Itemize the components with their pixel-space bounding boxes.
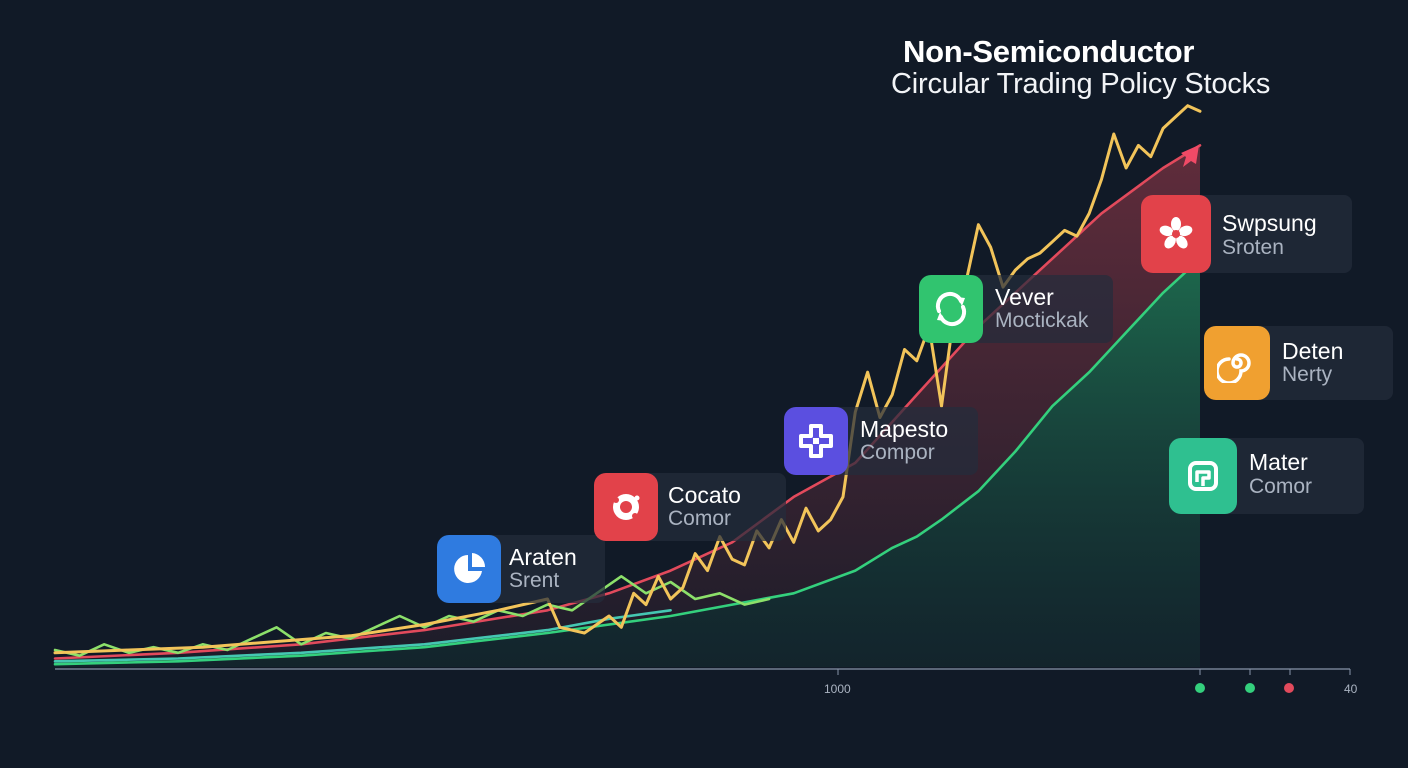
stock-subtitle: Comor	[668, 507, 732, 530]
chart-subtitle: Circular Trading Policy Stocks	[891, 68, 1271, 100]
stock-tile	[594, 473, 658, 541]
stock-subtitle: Srent	[509, 569, 560, 592]
stock-tile	[919, 275, 983, 343]
legend-dot	[1284, 683, 1294, 693]
stock-tile	[437, 535, 501, 603]
legend-dot	[1195, 683, 1205, 693]
series-line-2	[53, 257, 1202, 666]
cross-puzzle-icon	[799, 424, 833, 458]
stock-name: Cocato	[668, 482, 741, 508]
legend-dot	[1245, 683, 1255, 693]
stock-subtitle: Nerty	[1282, 363, 1333, 386]
stock-subtitle: Compor	[860, 441, 935, 464]
chart-title: Non-Semiconductor	[903, 34, 1195, 69]
trend-arrow-icon	[1181, 145, 1199, 167]
pie-chart-icon	[454, 553, 486, 583]
stock-name: Swpsung	[1222, 210, 1317, 236]
stock-subtitle: Moctickak	[995, 309, 1089, 332]
stock-name: Mater	[1249, 449, 1308, 475]
x-tick-label: 1000	[824, 682, 851, 696]
stock-name: Vever	[995, 284, 1054, 310]
stock-tile	[1141, 195, 1211, 273]
stock-name: Mapesto	[860, 416, 949, 442]
green-area-fill	[55, 258, 1200, 667]
spiral-icon	[1217, 353, 1251, 383]
stock-name: Araten	[509, 544, 577, 570]
square-loop-icon	[1188, 461, 1218, 491]
stock-tile	[784, 407, 848, 475]
flower-icon	[1159, 217, 1193, 249]
red-area-fill	[55, 145, 1200, 665]
stock-tile	[1204, 326, 1270, 400]
flower-blob-icon	[613, 494, 640, 520]
stock-subtitle: Sroten	[1222, 236, 1284, 259]
series-line-3	[53, 609, 672, 663]
stock-subtitle: Comor	[1249, 475, 1313, 498]
stock-tile	[1169, 438, 1237, 514]
stock-name: Deten	[1282, 338, 1344, 364]
series-line-0	[53, 104, 1202, 655]
circular-arrows-icon	[935, 291, 967, 327]
x-tick-label: 40	[1344, 682, 1358, 696]
